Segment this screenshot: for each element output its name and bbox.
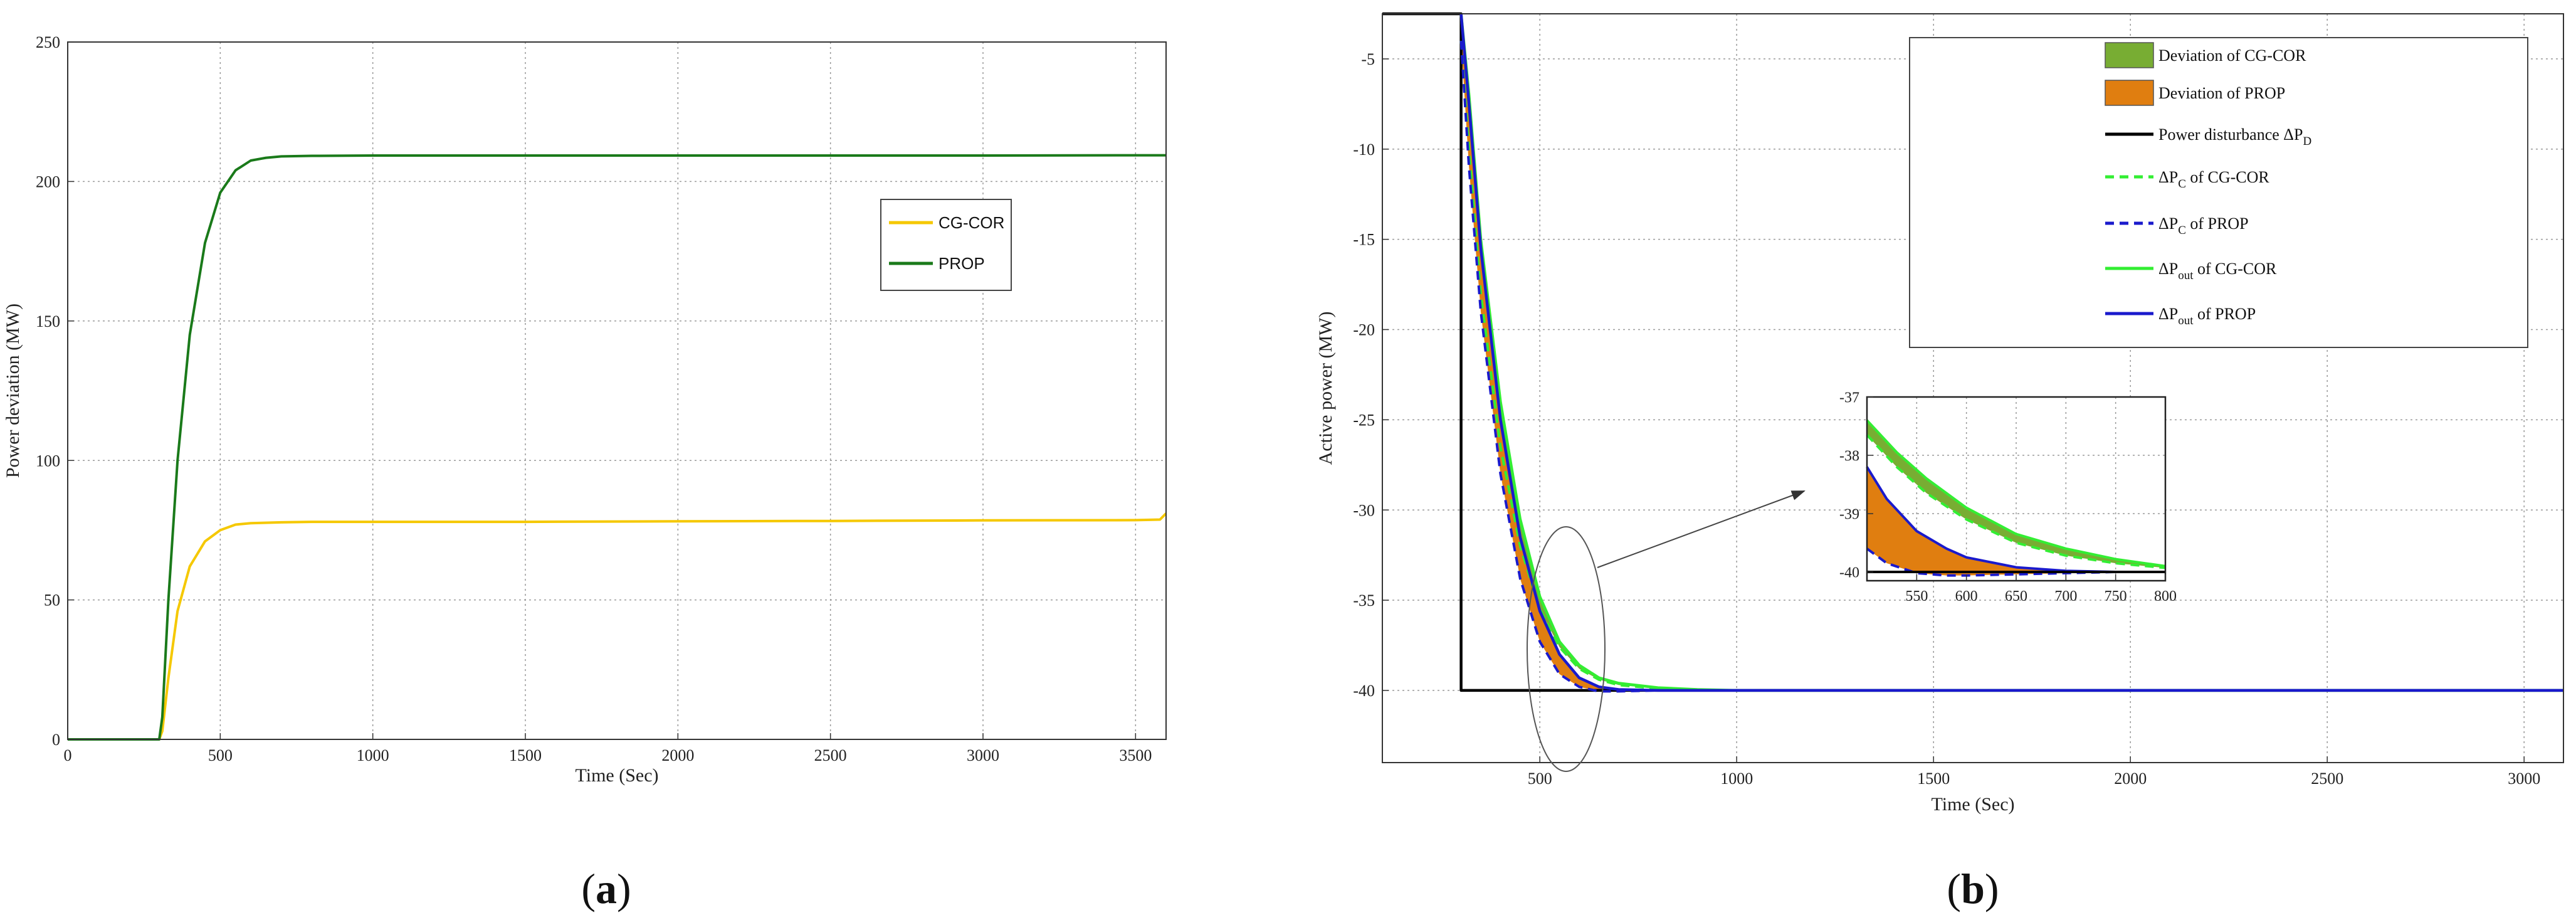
chart-a-xtick-label: 3500: [1119, 746, 1152, 764]
chart-a-series-prop: [68, 154, 1166, 741]
inset-ticks: 550 600 650 700 750 800 -40 -39 -38 -37: [1839, 389, 2177, 605]
chart-a-ytick-label: 150: [36, 312, 60, 330]
panel-label-b: (b): [1947, 865, 1999, 912]
inset-xtick-label: 550: [1905, 588, 1928, 605]
chart-b-legend-box: [1909, 37, 2528, 348]
chart-b-xtick-label: 1500: [1917, 769, 1950, 788]
chart-b-legend-6-label: ΔPout of PROP: [2158, 305, 2256, 327]
chart-a-series-cg-cor: [68, 512, 1167, 741]
chart-a-ytick-label: 100: [36, 452, 60, 470]
chart-b-legend-4-label: ΔPC of PROP: [2158, 214, 2249, 237]
chart-a-xtick-label: 2500: [814, 746, 847, 764]
inset-series-cg-cor-c: [1866, 434, 2166, 569]
chart-b-ytick-label: -10: [1353, 140, 1375, 159]
chart-b-ytick-label: -20: [1353, 321, 1375, 339]
chart-b-legend-2-label: Power disturbance ΔPD: [2158, 125, 2311, 148]
chart-b-frame: [1382, 13, 2564, 763]
chart-b-legend-1-swatch: [2105, 80, 2154, 106]
chart-b-series-pc-of-cg-cor: [1459, 41, 2563, 692]
chart-a-legend-box: [880, 199, 1012, 291]
inset-ytick-label: -37: [1839, 389, 1859, 406]
chart-a-xtick-label: 3000: [967, 746, 999, 764]
zoom-arrow: [1597, 490, 1806, 568]
chart-b-legend-3-label: ΔPC of CG-COR: [2158, 168, 2269, 191]
chart-b-xtick-label: 2500: [2311, 769, 2343, 788]
inset-xtick-label: 800: [2154, 588, 2177, 605]
legend-label-cg-cor: CG-COR: [938, 213, 1004, 232]
chart-b-xlabel: Time (Sec): [1931, 794, 2014, 815]
inset-xtick-label: 650: [2005, 588, 2027, 605]
chart-b-legend-5-label: ΔPout of CG-COR: [2158, 260, 2277, 282]
chart-a-ytick-label: 50: [44, 591, 60, 610]
inset-ytick-label: -39: [1839, 506, 1859, 522]
chart-a-ticks: 0 500 1000 1500 2000 2500 3000 3500 0 50 100 150 200…: [36, 33, 1152, 764]
chart-b-xtick-label: 2000: [2114, 769, 2147, 788]
chart-a-ytick-label: 200: [36, 173, 60, 191]
chart-a-xtick-label: 1500: [509, 746, 542, 764]
chart-b-legend-0-label: Deviation of CG-COR: [2158, 46, 2306, 65]
panel-label-a: (a): [581, 865, 631, 912]
chart-a-xtick-label: 0: [64, 746, 72, 764]
chart-a-xlabel: Time (Sec): [575, 765, 658, 786]
inset-series-cg-cor-out: [1866, 419, 2166, 568]
chart-b-xtick-label: 1000: [1720, 769, 1753, 788]
chart-b-legend-0-swatch: [2105, 42, 2154, 68]
chart-a-plot-area: [68, 42, 1166, 739]
chart-b-ytick-label: -25: [1353, 411, 1375, 429]
zoom-ellipse: [1527, 526, 1606, 772]
chart-b-ylabel: Active power (MW): [1315, 312, 1336, 465]
chart-a-frame: [67, 41, 1167, 740]
inset-area-deviation-cg-cor: [1867, 420, 2165, 568]
chart-b: 500 1000 1500 2000 2500 3000 -40 -35 -30 -25 -20 -1…: [1315, 12, 2564, 815]
panel-label-b-letter: b: [1961, 865, 1985, 912]
inset-ytick-label: -38: [1839, 448, 1859, 464]
chart-a-ylabel: Power deviation (MW): [3, 304, 23, 478]
chart-b-xtick-label: 3000: [2508, 769, 2540, 788]
chart-a-xtick-label: 1000: [357, 746, 389, 764]
panel-label-a-letter: a: [596, 865, 617, 912]
inset-xtick-label: 700: [2054, 588, 2077, 605]
chart-b-grid: [1382, 14, 2563, 763]
chart-a-grid: [68, 42, 1166, 739]
chart-b-series-pout-of-prop: [1459, 13, 2563, 692]
chart-b-ytick-label: -5: [1361, 50, 1375, 68]
chart-a-series: [68, 154, 1167, 741]
chart-a-xtick-label: 2000: [661, 746, 694, 764]
inset-xtick-label: 750: [2105, 588, 2127, 605]
inset-grid: [1867, 397, 2165, 581]
inset-xtick-label: 600: [1955, 588, 1978, 605]
chart-b-inset: 550 600 650 700 750 800 -40 -39 -38 -37: [1839, 389, 2177, 605]
chart-b-ytick-label: -30: [1353, 501, 1375, 519]
chart-b-legend: Deviation of CG-COR Deviation of PROP Powe…: [1909, 37, 2528, 348]
chart-b-ytick-label: -15: [1353, 231, 1375, 249]
chart-b-series: [1382, 12, 2563, 693]
legend-label-prop: PROP: [938, 254, 985, 273]
chart-b-legend-1-label: Deviation of PROP: [2158, 84, 2285, 102]
chart-b-ytick-label: -35: [1353, 591, 1375, 610]
inset-ytick-label: -40: [1839, 564, 1859, 581]
chart-a-xtick-label: 500: [208, 746, 233, 764]
chart-b-xtick-label: 500: [1528, 769, 1552, 788]
inset-area-deviation-prop: [1867, 467, 2165, 576]
chart-b-ticks: 500 1000 1500 2000 2500 3000 -40 -35 -30 -25 -20 -1…: [1353, 50, 2540, 788]
chart-a: 0 500 1000 1500 2000 2500 3000 3500 0 50 100 150 200…: [3, 33, 1167, 786]
chart-a-ytick-label: 250: [36, 33, 60, 51]
inset-deviation-areas: [1867, 420, 2165, 576]
chart-a-legend: CG-COR PROP: [880, 199, 1012, 291]
chart-a-ytick-label: 0: [52, 731, 60, 749]
chart-b-ytick-label: -40: [1353, 682, 1375, 700]
